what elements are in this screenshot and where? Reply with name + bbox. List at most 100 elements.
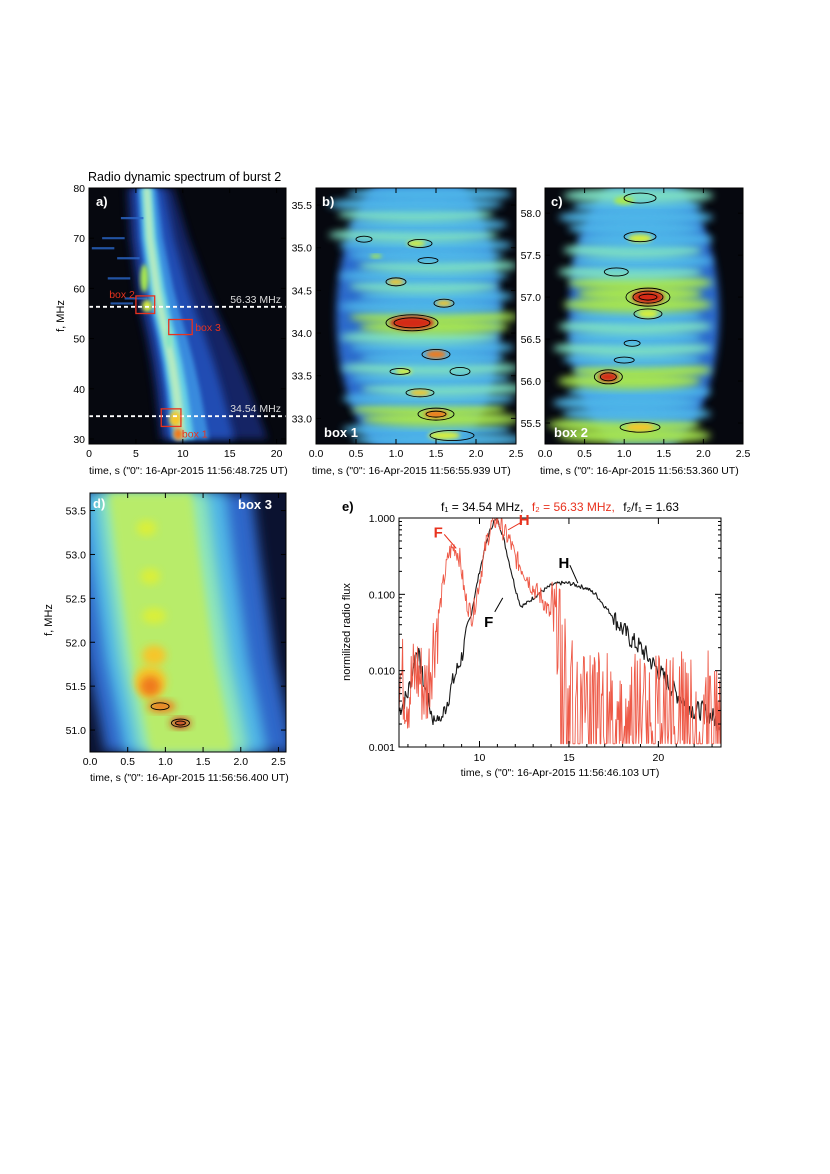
panel-b-axes: 0.0 0.5 1.0 1.5 2.0 2.5 33.0 33.5 34.0 34.5 35.0 35… xyxy=(292,188,524,460)
contour-line xyxy=(150,702,170,711)
y-tick-label: 0.001 xyxy=(369,742,395,754)
x-tick-label: 1.0 xyxy=(617,448,632,460)
spectrum-band xyxy=(143,188,187,439)
annotation-leader xyxy=(569,564,579,584)
x-tick-label: 0.5 xyxy=(577,448,592,460)
y-tick-label: 35.0 xyxy=(292,243,313,255)
panel-e-title-ratio: f₂/f₁ = 1.63 xyxy=(623,500,679,514)
panel-a-ylabel: f, MHz xyxy=(55,300,67,332)
contour-line xyxy=(425,410,447,418)
frequency-marker-label: 34.54 MHz xyxy=(230,403,281,415)
region-box-label: box 3 xyxy=(195,322,221,334)
panel-d-xlabel: time, s ("0": 16-Apr-2015 11:56:56.400 U… xyxy=(90,772,289,784)
contour-line xyxy=(393,317,431,329)
y-tick-label: 58.0 xyxy=(521,208,542,220)
contour-line xyxy=(171,718,190,728)
panel-e-letter: e) xyxy=(342,499,354,514)
annotation-label: F xyxy=(484,614,493,631)
contour-line xyxy=(613,356,635,364)
region-box xyxy=(168,318,193,336)
y-tick-label: 80 xyxy=(73,183,85,195)
panel-e-curves xyxy=(399,518,721,745)
intensity-peak xyxy=(637,309,658,318)
x-tick-label: 2.0 xyxy=(696,448,711,460)
intensity-peak xyxy=(631,290,664,305)
contour-line xyxy=(625,287,671,307)
y-tick-label: 0.100 xyxy=(369,589,395,601)
x-tick-label: 0.5 xyxy=(120,756,135,768)
x-tick-label: 0.0 xyxy=(538,448,553,460)
contour-line xyxy=(623,231,657,243)
x-tick-label: 20 xyxy=(271,448,283,460)
frequency-marker-label: 56.33 MHz xyxy=(230,294,281,306)
y-tick-label: 34.5 xyxy=(292,285,313,297)
region-box-label: box 1 xyxy=(182,428,208,440)
x-tick-label: 15 xyxy=(563,752,575,764)
intensity-peak xyxy=(142,645,167,666)
contour-line xyxy=(417,407,455,421)
panel-c-xlabel: time, s ("0": 16-Apr-2015 11:56:53.360 U… xyxy=(540,465,739,477)
panel-a: Radio dynamic spectrum of burst 2 56.33 … xyxy=(55,170,288,477)
contour-line xyxy=(593,369,623,385)
intensity-peak xyxy=(628,234,653,243)
x-tick-label: 0 xyxy=(86,448,92,460)
y-tick-label: 34.0 xyxy=(292,328,313,340)
x-tick-label: 10 xyxy=(177,448,189,460)
contour-line xyxy=(385,314,439,332)
bright-feature xyxy=(140,264,149,293)
contour-line xyxy=(623,192,657,204)
contour-line xyxy=(385,277,407,287)
intensity-peak xyxy=(136,520,157,537)
contour-line xyxy=(603,267,629,277)
panel-e-ylabel: normilized radio flux xyxy=(341,583,353,681)
panel-a-overlays: 56.33 MHz 34.54 MHz box 1 box 2 box 3 xyxy=(89,289,286,440)
x-tick-label: 0.0 xyxy=(309,448,324,460)
x-tick-label: 2.0 xyxy=(469,448,484,460)
intensity-peak xyxy=(140,568,161,585)
panel-a-letter: a) xyxy=(96,194,108,209)
x-tick-label: 10 xyxy=(474,752,486,764)
contour-line xyxy=(633,308,663,320)
y-tick-label: 0.010 xyxy=(369,666,395,678)
y-tick-label: 50 xyxy=(73,334,85,346)
panel-b-spectrum xyxy=(327,188,516,444)
y-tick-label: 51.0 xyxy=(66,725,87,737)
bright-feature xyxy=(173,427,184,440)
panel-e-title-f1: f₁ = 34.54 MHz, xyxy=(441,500,523,514)
panel-d-frame xyxy=(89,492,287,753)
y-tick-label: 35.5 xyxy=(292,200,313,212)
panel-a-axes: 0 5 10 15 20 30 40 50 60 70 80 xyxy=(73,183,286,460)
panel-e-frame xyxy=(398,517,722,748)
panel-d-axes: 0.0 0.5 1.0 1.5 2.0 2.5 51.0 51.5 52.0 52.5 53.0 53… xyxy=(66,493,286,768)
panel-e-xlabel: time, s ("0": 16-Apr-2015 11:56:46.103 U… xyxy=(461,767,660,779)
panel-e: e) f₁ = 34.54 MHz, f₂ = 56.33 MHz, f₂/f₁… xyxy=(341,499,722,779)
contour-line xyxy=(632,290,664,304)
contour-line xyxy=(389,368,411,375)
x-tick-label: 5 xyxy=(133,448,139,460)
y-tick-label: 51.5 xyxy=(66,681,87,693)
contour-line xyxy=(433,298,455,308)
spectrum-band xyxy=(563,188,714,204)
x-tick-label: 2.5 xyxy=(509,448,524,460)
y-tick-label: 56.5 xyxy=(521,334,542,346)
intensity-peak xyxy=(598,371,619,382)
x-tick-label: 1.0 xyxy=(158,756,173,768)
annotation-label: H xyxy=(519,512,530,529)
panel-c-letter: c) xyxy=(551,194,563,209)
intensity-peak xyxy=(170,718,191,729)
panel-b-xlabel: time, s ("0": 16-Apr-2015 11:56:55.939 U… xyxy=(312,465,511,477)
contour-line xyxy=(638,293,658,301)
intensity-peak xyxy=(142,607,167,624)
bright-feature xyxy=(165,328,172,349)
intensity-peak xyxy=(614,196,635,205)
intensity-peak xyxy=(390,315,434,330)
intensity-peak xyxy=(388,278,404,285)
panel-a-title: Radio dynamic spectrum of burst 2 xyxy=(88,170,281,184)
panel-e-title-f2: f₂ = 56.33 MHz, xyxy=(532,500,615,514)
x-tick-label: 1.5 xyxy=(196,756,211,768)
y-tick-label: 1.000 xyxy=(369,513,395,525)
x-tick-label: 2.0 xyxy=(233,756,248,768)
contour-line xyxy=(407,239,433,248)
y-tick-label: 30 xyxy=(73,434,85,446)
annotation-label: H xyxy=(558,555,569,572)
